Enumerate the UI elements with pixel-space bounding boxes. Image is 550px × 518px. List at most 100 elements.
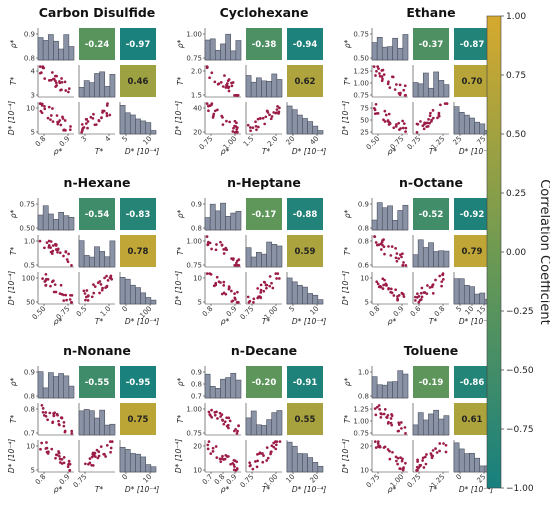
colorbar-tick-label: −1.00 xyxy=(506,484,534,494)
scatter-point xyxy=(404,264,408,267)
scatter-point xyxy=(217,280,221,284)
y-tick-label: 5 xyxy=(31,129,35,137)
scatter-point xyxy=(93,455,97,458)
hist-bar xyxy=(135,453,141,473)
scatter-point xyxy=(97,450,101,454)
scatter-point xyxy=(268,113,271,117)
scatter-point xyxy=(235,432,239,435)
scatter-point xyxy=(222,422,226,426)
scatter-point xyxy=(398,467,402,470)
hist-bar xyxy=(261,425,267,436)
y-tick-label: 0.8 xyxy=(24,55,35,63)
scatter-point xyxy=(401,264,405,267)
scatter-point xyxy=(386,422,390,425)
y-tick-label: 0.8 xyxy=(191,381,202,389)
hist-bar xyxy=(296,114,303,135)
scatter-point xyxy=(102,452,106,456)
hist-bar xyxy=(376,36,383,61)
scatter-point xyxy=(425,292,429,296)
panel-title: n-Heptane xyxy=(227,175,301,190)
scatter-point xyxy=(108,113,112,117)
y-tick-label: 20 xyxy=(193,443,202,451)
hist-bar xyxy=(302,286,308,305)
scatter-point xyxy=(402,122,406,126)
scatter-point xyxy=(49,118,52,122)
hist-bar xyxy=(376,202,383,231)
scatter-point xyxy=(64,89,68,92)
scatter-point xyxy=(431,454,435,458)
hist-bar xyxy=(417,412,424,436)
scatter-point xyxy=(44,272,48,276)
corr-value: -0.20 xyxy=(252,378,277,388)
scatter-point xyxy=(70,301,73,304)
hist-bar xyxy=(42,40,49,61)
scatter-point xyxy=(214,282,218,286)
scatter-point xyxy=(88,457,92,461)
y-tick-label: 2.0 xyxy=(191,68,202,76)
x-axis-label: ρ* xyxy=(388,485,397,494)
scatter-point xyxy=(263,122,266,126)
hist-bar xyxy=(402,373,409,399)
y-tick-label: 0.6 xyxy=(358,262,370,270)
y-tick-label: 10 xyxy=(26,443,35,451)
panel-n-decane: n-Decane -0.20 -0.91 0.55 0.9 0.8 0.7 1.00 0.75 2… xyxy=(174,343,326,494)
scatter-point xyxy=(84,298,87,302)
x-axis-label: ρ* xyxy=(388,317,397,326)
y-axis-label: ρ* xyxy=(9,377,18,386)
y-axis-label: T* xyxy=(176,77,185,86)
scatter-point xyxy=(422,291,426,294)
hist-bar xyxy=(392,220,399,231)
hist-bar xyxy=(271,243,278,268)
corr-tile xyxy=(246,366,282,398)
scatter-point xyxy=(41,410,45,414)
scatter-point xyxy=(236,290,239,294)
corr-tile xyxy=(413,366,449,398)
scatter-point xyxy=(218,457,222,461)
x-tick-label: 15 xyxy=(475,305,487,317)
hist-bar xyxy=(140,120,147,135)
scatter-point xyxy=(387,112,391,116)
hist-bar xyxy=(119,276,126,305)
hist-bar xyxy=(463,114,470,135)
x-tick-label: 5 xyxy=(455,305,464,314)
scatter-point xyxy=(234,427,237,431)
panel-carbon-disulfide: Carbon Disulfide -0.24 -0.97 0.46 0.9 0.8 4 3 10… xyxy=(7,5,159,156)
scatter-point xyxy=(213,410,217,414)
scatter-point xyxy=(89,115,93,119)
scatter-point xyxy=(209,414,212,417)
x-axis-label: T* xyxy=(429,485,438,494)
y-axis-label: D* [10⁻⁴] xyxy=(341,101,350,135)
scatter-point xyxy=(49,246,52,249)
scatter-point xyxy=(58,423,61,427)
hist-bar xyxy=(145,297,152,305)
scatter-point xyxy=(434,447,437,450)
y-tick-label: 1.00 xyxy=(353,80,369,88)
x-tick-label: 0.50 xyxy=(365,135,382,152)
scatter-point xyxy=(84,462,87,466)
scatter-point xyxy=(44,447,48,450)
scatter-point xyxy=(221,85,225,88)
scatter-point xyxy=(402,295,406,298)
scatter-point xyxy=(246,295,250,299)
scatter-point xyxy=(375,280,379,284)
x-tick-label: 0.8 xyxy=(34,135,48,149)
scatter-point xyxy=(235,467,239,470)
y-axis-label: ρ* xyxy=(343,377,352,386)
panel-title: Ethane xyxy=(406,5,455,20)
scatter-point xyxy=(248,299,252,303)
corr-tile xyxy=(454,198,490,230)
corr-value: -0.17 xyxy=(252,210,277,220)
hist-bar xyxy=(307,293,314,305)
scatter-point xyxy=(272,111,276,114)
scatter-point xyxy=(208,76,211,80)
corr-value: -0.38 xyxy=(252,40,277,50)
scatter-point xyxy=(104,455,107,458)
x-tick-label: 75 xyxy=(475,135,487,147)
hist-bar xyxy=(392,381,399,399)
scatter-point xyxy=(58,80,61,83)
x-tick-label: 0.75 xyxy=(365,473,382,490)
hist-bar xyxy=(422,247,429,268)
scatter-point xyxy=(54,79,57,83)
hist-bar xyxy=(88,82,95,98)
hist-bar xyxy=(58,373,65,399)
